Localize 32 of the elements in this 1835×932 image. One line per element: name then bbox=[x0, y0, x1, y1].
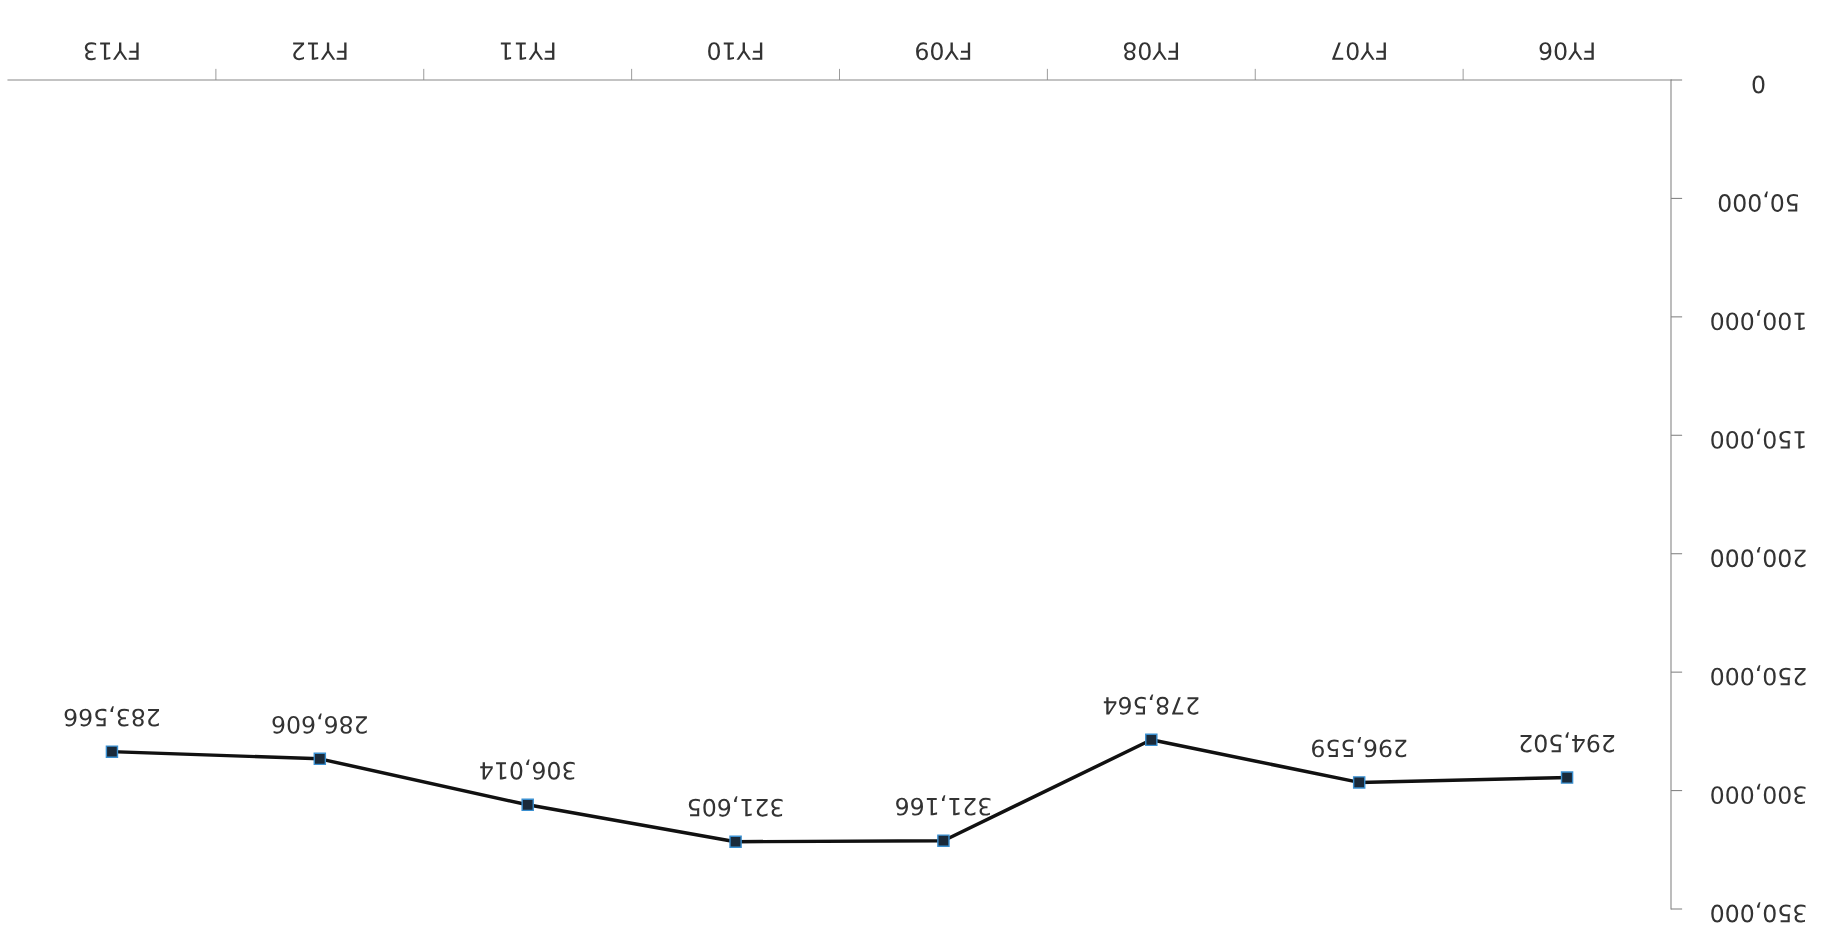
data-label: 321,605 bbox=[688, 796, 783, 817]
data-label: 286,606 bbox=[272, 713, 367, 734]
x-tick-label: FY06 bbox=[1539, 42, 1594, 61]
y-tick-label: 50,000 bbox=[1718, 191, 1798, 212]
data-label: 321,166 bbox=[896, 795, 991, 816]
x-tick-label: FY07 bbox=[1332, 42, 1386, 61]
x-tick-label: FY13 bbox=[84, 42, 139, 61]
data-label: 278,564 bbox=[1103, 694, 1199, 715]
y-tick-label: 100,000 bbox=[1711, 310, 1805, 331]
data-label: 294,502 bbox=[1520, 732, 1615, 753]
x-tick-label: FY11 bbox=[500, 42, 555, 60]
x-tick-label: FY09 bbox=[916, 42, 971, 61]
data-label: 296,559 bbox=[1312, 737, 1407, 758]
point bbox=[105, 745, 119, 758]
point bbox=[313, 752, 327, 766]
x-tick-label: FY12 bbox=[293, 42, 347, 61]
data-label: 306,014 bbox=[480, 759, 575, 780]
point bbox=[521, 798, 534, 812]
y-tick-label: 200,000 bbox=[1711, 546, 1806, 568]
data-label: 283,566 bbox=[64, 706, 160, 727]
point bbox=[937, 834, 950, 847]
point bbox=[1145, 733, 1158, 747]
y-tick-label: 150,000 bbox=[1711, 428, 1805, 449]
x-tick-label: FY10 bbox=[708, 42, 763, 61]
point bbox=[1560, 771, 1574, 784]
point bbox=[729, 835, 742, 848]
x-tick-label: FY08 bbox=[1123, 42, 1179, 61]
y-tick-label: 350,000 bbox=[1711, 902, 1806, 923]
point bbox=[1352, 776, 1366, 789]
y-tick-label: 300,000 bbox=[1711, 783, 1806, 805]
y-tick-label: 0 bbox=[1752, 75, 1765, 94]
y-tick-label: 250,000 bbox=[1711, 665, 1806, 686]
